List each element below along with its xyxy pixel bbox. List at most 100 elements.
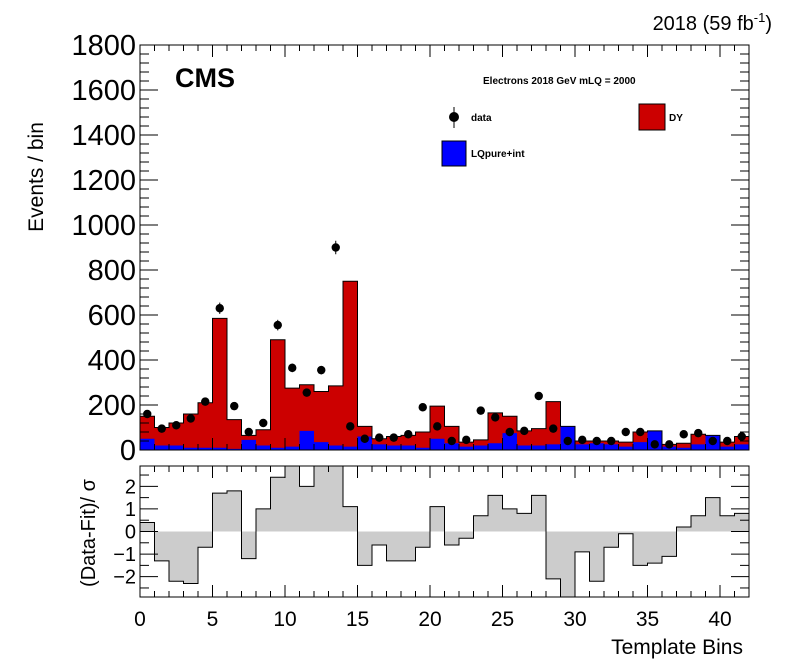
lq-bar <box>256 445 271 450</box>
lq-bar <box>473 445 488 450</box>
x-tick-label: 20 <box>418 608 441 631</box>
data-point <box>157 424 166 433</box>
ratio-bar <box>575 531 590 552</box>
ratio-bar <box>691 515 706 532</box>
data-point <box>317 365 326 375</box>
x-tick-label: 0 <box>134 608 146 631</box>
ratio-bar <box>502 508 517 532</box>
lq-bar <box>531 445 546 450</box>
lq-bar <box>372 444 387 450</box>
data-point <box>636 427 645 437</box>
dy-bar <box>328 385 343 450</box>
ratio-bar <box>343 506 358 532</box>
ratio-bar <box>270 477 285 532</box>
dy-bar <box>198 402 213 450</box>
ratio-y-tick-label: −2 <box>113 567 136 589</box>
legend-lq-label: LQpure+int <box>471 149 525 160</box>
lq-bar <box>241 439 256 450</box>
ratio-bar <box>546 531 561 579</box>
y-tick-label: 1800 <box>71 30 136 62</box>
ratio-bar <box>169 531 184 582</box>
lq-bar <box>720 446 735 450</box>
lq-bar <box>198 447 213 450</box>
dy-bar <box>488 412 503 450</box>
data-point <box>215 304 224 313</box>
dy-bar <box>285 388 300 450</box>
ratio-bar <box>633 531 648 566</box>
data-point <box>737 432 746 441</box>
ratio-bar <box>372 531 387 546</box>
x-tick-label: 5 <box>207 608 219 631</box>
lq-bar <box>386 445 401 450</box>
ratio-bar <box>328 466 343 532</box>
ratio-bar <box>299 486 314 532</box>
y-tick-label: 0 <box>120 435 136 467</box>
ratio-bar <box>401 531 416 561</box>
data-point <box>476 406 485 415</box>
legend-data-label: data <box>471 113 492 124</box>
ratio-bar <box>604 531 619 548</box>
data-point <box>621 427 630 437</box>
data-point <box>592 436 601 446</box>
dy-bar <box>618 442 633 450</box>
data-point <box>520 426 529 436</box>
data-point <box>273 320 282 330</box>
legend-lq-swatch <box>441 140 467 167</box>
data-point <box>230 401 239 411</box>
y-axis-label: Events / bin <box>25 122 48 232</box>
y-tick-label: 1000 <box>71 210 136 242</box>
legend-data-marker <box>449 112 459 122</box>
data-point <box>607 436 616 446</box>
dy-bar <box>676 443 691 450</box>
dy-bar <box>459 442 474 450</box>
ratio-bar <box>198 531 213 548</box>
dy-bar <box>720 442 735 450</box>
lq-bar <box>343 446 358 450</box>
data-point <box>288 363 297 373</box>
lumi-label: 2018 (59 fb-1) <box>653 10 772 35</box>
cms-label: CMS <box>175 63 235 93</box>
ratio-outline <box>140 466 749 597</box>
data-point <box>578 435 587 445</box>
data-point <box>302 388 311 397</box>
data-point <box>404 430 413 439</box>
ratio-bar <box>705 497 720 532</box>
ratio-bar <box>473 515 488 532</box>
stack-outline <box>139 280 750 450</box>
y-tick-label: 1400 <box>71 120 136 152</box>
data-point <box>259 418 268 428</box>
data-point <box>723 436 732 446</box>
lq-bar <box>691 444 706 450</box>
dy-bar <box>183 414 198 450</box>
ratio-bar <box>720 515 735 532</box>
x-tick-label: 10 <box>273 608 296 631</box>
data-point <box>505 427 514 437</box>
ratio-bar <box>256 508 271 532</box>
dy-bar <box>531 428 546 450</box>
lq-bar <box>488 443 503 450</box>
ratio-bar <box>357 531 372 566</box>
x-tick-label: 30 <box>563 608 586 631</box>
ratio-y-tick-label: 2 <box>125 476 136 498</box>
ratio-bar <box>734 513 749 532</box>
dy-bar <box>343 281 358 450</box>
lq-bar <box>546 444 561 450</box>
y-tick-label: 1600 <box>71 75 136 107</box>
legend: data DY LQpure+int <box>441 103 683 167</box>
data-point <box>433 422 442 431</box>
data-point <box>447 436 456 446</box>
ratio-bar <box>140 522 155 532</box>
data-point <box>679 430 688 439</box>
ratio-bar <box>285 466 300 532</box>
x-tick-label: 40 <box>708 608 731 631</box>
ratio-bar <box>444 531 459 546</box>
ratio-bar <box>488 495 503 532</box>
lq-bar <box>314 442 329 450</box>
dy-bar <box>270 339 285 450</box>
lq-bar <box>212 447 227 450</box>
data-point <box>331 243 340 252</box>
lq-bar <box>415 447 430 450</box>
lq-bar <box>328 445 343 450</box>
ratio-bar <box>154 531 169 561</box>
